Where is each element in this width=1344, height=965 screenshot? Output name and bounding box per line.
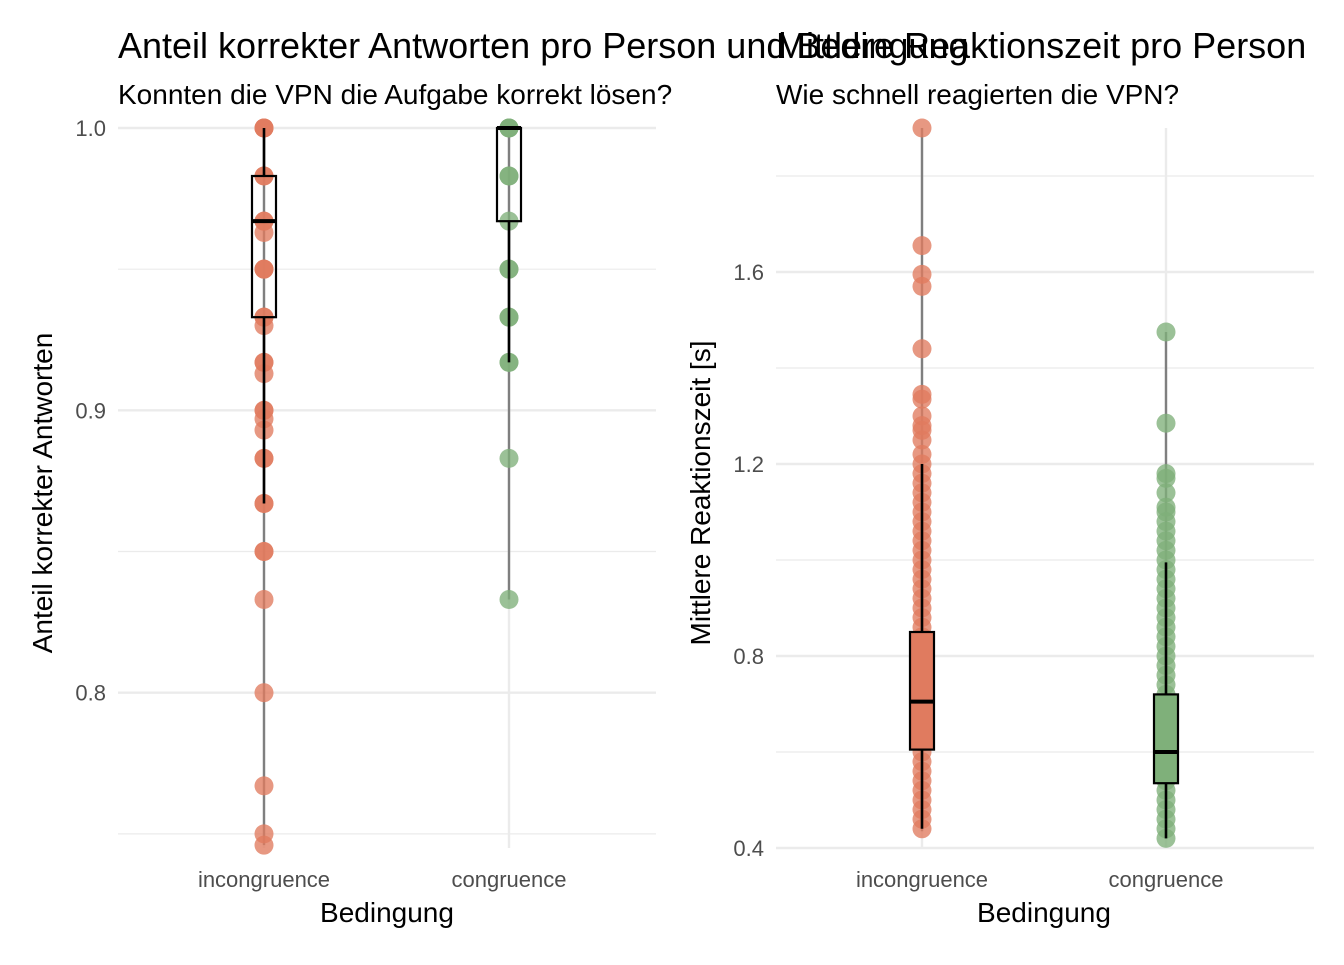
y-tick-label: 0.8 <box>75 681 106 706</box>
data-point <box>254 542 274 562</box>
data-point <box>912 339 932 359</box>
x-axis-title: Bedingung <box>320 897 454 928</box>
data-point <box>499 590 519 610</box>
panel-reaction-time: Mittlere Reaktionszeit pro Person Wie sc… <box>685 25 1314 928</box>
data-point <box>254 222 274 242</box>
box <box>908 630 936 751</box>
x-tick-label: congruence <box>452 867 567 892</box>
data-point <box>912 118 932 138</box>
grid <box>118 126 656 848</box>
data-point <box>912 236 932 256</box>
x-tick-label: incongruence <box>198 867 330 892</box>
y-axis-title: Anteil korrekter Antworten <box>27 333 58 654</box>
data-point <box>912 276 932 296</box>
y-tick-label: 1.6 <box>733 260 764 285</box>
data-marks <box>250 118 523 855</box>
x-axis-title: Bedingung <box>977 897 1111 928</box>
data-point <box>499 448 519 468</box>
data-marks <box>908 118 1180 848</box>
data-point <box>254 835 274 855</box>
data-point <box>912 389 932 409</box>
data-point <box>254 259 274 279</box>
data-point <box>1156 468 1176 488</box>
x-tick-label: incongruence <box>856 867 988 892</box>
grid <box>776 128 1314 850</box>
tick-labels: 0.4 0.8 1.2 1.6 incongruence congruence <box>733 260 1223 892</box>
data-point <box>254 590 274 610</box>
chart-title: Anteil korrekter Antworten pro Person un… <box>118 25 969 66</box>
y-tick-label: 1.0 <box>75 116 106 141</box>
tick-labels: 0.8 0.9 1.0 incongruence congruence <box>75 116 566 892</box>
chart-subtitle: Wie schnell reagierten die VPN? <box>776 79 1179 110</box>
data-point <box>1156 413 1176 433</box>
panel-accuracy: Anteil korrekter Antworten pro Person un… <box>27 25 969 928</box>
chart-subtitle: Konnten die VPN die Aufgabe korrekt löse… <box>118 79 672 110</box>
x-tick-label: congruence <box>1109 867 1224 892</box>
y-tick-label: 0.8 <box>733 644 764 669</box>
y-tick-label: 1.2 <box>733 452 764 477</box>
data-point <box>254 683 274 703</box>
data-point <box>254 776 274 796</box>
box <box>1152 693 1180 785</box>
data-point <box>1156 322 1176 342</box>
chart-title: Mittlere Reaktionszeit pro Person <box>776 25 1306 66</box>
data-point <box>499 166 519 186</box>
y-axis-title: Mittlere Reaktionszeit [s] <box>685 341 716 646</box>
data-point <box>912 430 932 450</box>
y-tick-label: 0.4 <box>733 836 764 861</box>
y-tick-label: 0.9 <box>75 398 106 423</box>
data-point <box>1156 483 1176 503</box>
